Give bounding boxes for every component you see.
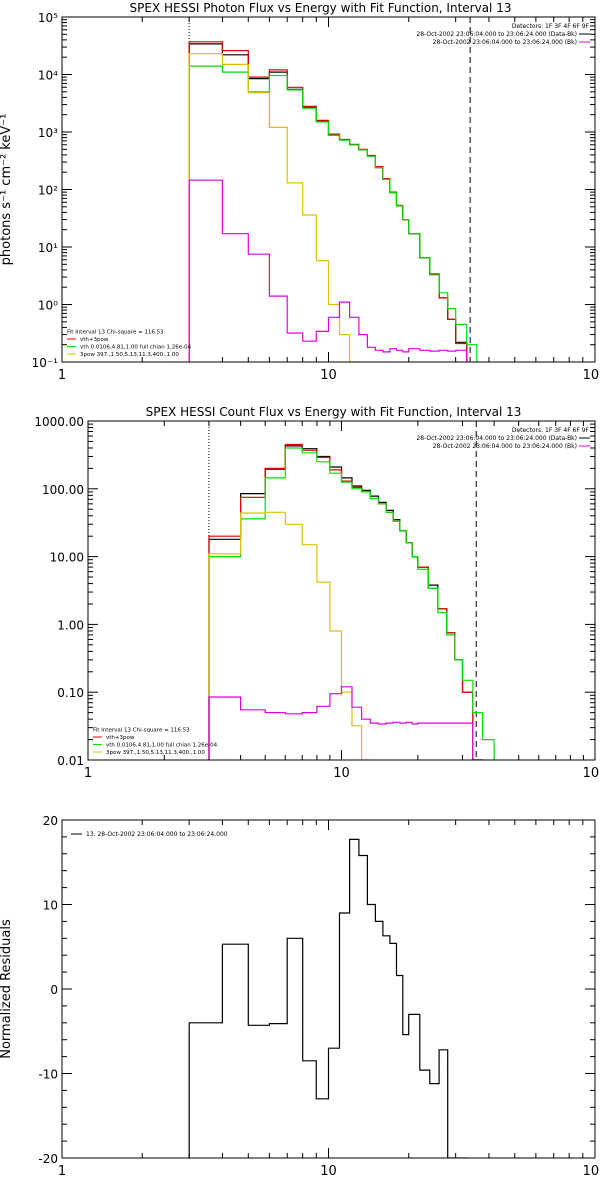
fit-info-entry: 3pow 397.,1.50,5.13,11.3,400.,1.00 xyxy=(80,352,179,358)
plot-frame xyxy=(61,819,596,1159)
series-line-data-bk xyxy=(188,43,468,362)
x-tick-label: 1 xyxy=(58,1164,66,1179)
y-tick-label: 10⁵ xyxy=(38,11,58,25)
series-line-vth xyxy=(208,447,495,760)
fit-info-entry: Fit Interval 13 Chi-square = 116.53 xyxy=(67,330,164,336)
series-group xyxy=(188,41,478,362)
y-tick-label: 10 xyxy=(43,899,58,913)
y-tick-label: 10³ xyxy=(38,126,58,140)
x-tick-label: 10 xyxy=(320,1164,337,1179)
x-tick-label: 1 xyxy=(84,766,92,781)
x-tick-label: 100 xyxy=(583,368,600,383)
chart-3: Normalized Residuals 1 10 100 -20 -10 0 10 20 13.… xyxy=(0,814,600,1179)
y-tick-label: 0.10 xyxy=(57,686,84,700)
y-tick-label: 20 xyxy=(43,814,58,828)
x-ticks xyxy=(87,421,584,760)
y-tick-label: 10⁰ xyxy=(38,299,58,313)
fit-info-entry: vth+3pow xyxy=(106,735,135,741)
legend-entry: 28-Oct-2002 23:06:04.000 to 23:06:24.000… xyxy=(416,31,577,38)
y-tick-label: 10⁻¹ xyxy=(32,356,59,370)
y-tick-label: 10⁴ xyxy=(38,69,58,83)
x-tick-label: 100 xyxy=(583,1164,600,1179)
y-axis-label: photons s⁻¹ cm⁻² keV⁻¹ xyxy=(0,114,14,266)
y-tick-label: 0.01 xyxy=(57,754,84,768)
fit-info-entry: vth+3pow xyxy=(80,337,109,343)
series-line-3pow xyxy=(208,511,371,760)
y-axis-label: Normalized Residuals xyxy=(0,919,14,1059)
x-ticks xyxy=(61,17,584,362)
legend-entry: 28-Oct-2002 23:06:04.000 to 23:06:24.000… xyxy=(416,435,577,442)
legend-entry: 28-Oct-2002 23:06:04.000 to 23:06:24.000… xyxy=(433,39,577,46)
y-ticks xyxy=(62,819,595,1159)
series-line-bk xyxy=(208,686,474,760)
y-tick-label: -20 xyxy=(38,1152,58,1166)
plot-frame xyxy=(61,16,596,363)
chart-title: SPEX HESSI Count Flux vs Energy with Fit… xyxy=(146,405,522,419)
y-tick-label: 1000.00 xyxy=(34,415,84,429)
y-tick-label: 0 xyxy=(50,983,58,997)
series-line-13-28-oct-2002-23-06-04-000-to-23-06-24-000 xyxy=(188,838,468,1158)
x-ticks xyxy=(61,820,584,1158)
series-line-data-bk xyxy=(208,445,484,760)
series-group xyxy=(208,443,495,760)
series-line-vth-3pow xyxy=(208,443,484,760)
plot-frame xyxy=(87,420,596,761)
series-group xyxy=(188,838,468,1158)
y-tick-label: -10 xyxy=(38,1068,58,1082)
legend-entry: Detectors: 1F 3F 4F 6F 9F xyxy=(512,427,590,434)
y-tick-label: 10¹ xyxy=(38,241,58,255)
series-line-bk xyxy=(188,179,468,362)
y-ticks xyxy=(62,16,595,363)
fit-info-entry: 3pow 397.,1.50,5.13,11.3,400.,1.00 xyxy=(106,750,205,756)
fit-info-entry: vth 0.0106,4.81,1.00 full chian 1.26e-04 xyxy=(106,743,218,749)
legend-entry: 28-Oct-2002 23:06:04.000 to 23:06:24.000… xyxy=(433,443,577,450)
chart-1: SPEX HESSI Photon Flux vs Energy with Fi… xyxy=(0,1,600,383)
series-line-vth-3pow xyxy=(188,41,468,362)
fit-info: Fit Interval 13 Chi-square = 116.53vth+3… xyxy=(93,728,218,756)
series-line-3pow xyxy=(188,53,360,362)
x-tick-label: 1 xyxy=(58,368,66,383)
x-tick-label: 10 xyxy=(333,766,350,781)
legend-entry: Detectors: 1F 3F 4F 6F 9F xyxy=(512,23,590,30)
fit-info-entry: vth 0.0106,4.81,1.00 full chian 1.26e-04 xyxy=(80,345,192,351)
y-tick-label: 1.00 xyxy=(57,618,84,632)
y-tick-label: 100.00 xyxy=(42,483,84,497)
legend: 13. 28-Oct-2002 23:06:04.000 to 23:06:24… xyxy=(71,831,228,838)
x-tick-label: 100 xyxy=(583,766,600,781)
y-tick-label: 10.00 xyxy=(50,551,84,565)
chart-2: SPEX HESSI Count Flux vs Energy with Fit… xyxy=(34,405,600,781)
x-tick-label: 10 xyxy=(320,368,337,383)
series-line-vth xyxy=(188,65,478,362)
legend-entry: 13. 28-Oct-2002 23:06:04.000 to 23:06:24… xyxy=(86,831,228,838)
fit-info: Fit Interval 13 Chi-square = 116.53vth+3… xyxy=(67,330,192,358)
chart-title: SPEX HESSI Photon Flux vs Energy with Fi… xyxy=(130,1,512,15)
y-tick-label: 10² xyxy=(38,184,58,198)
fit-info-entry: Fit Interval 13 Chi-square = 116.53 xyxy=(93,728,190,734)
